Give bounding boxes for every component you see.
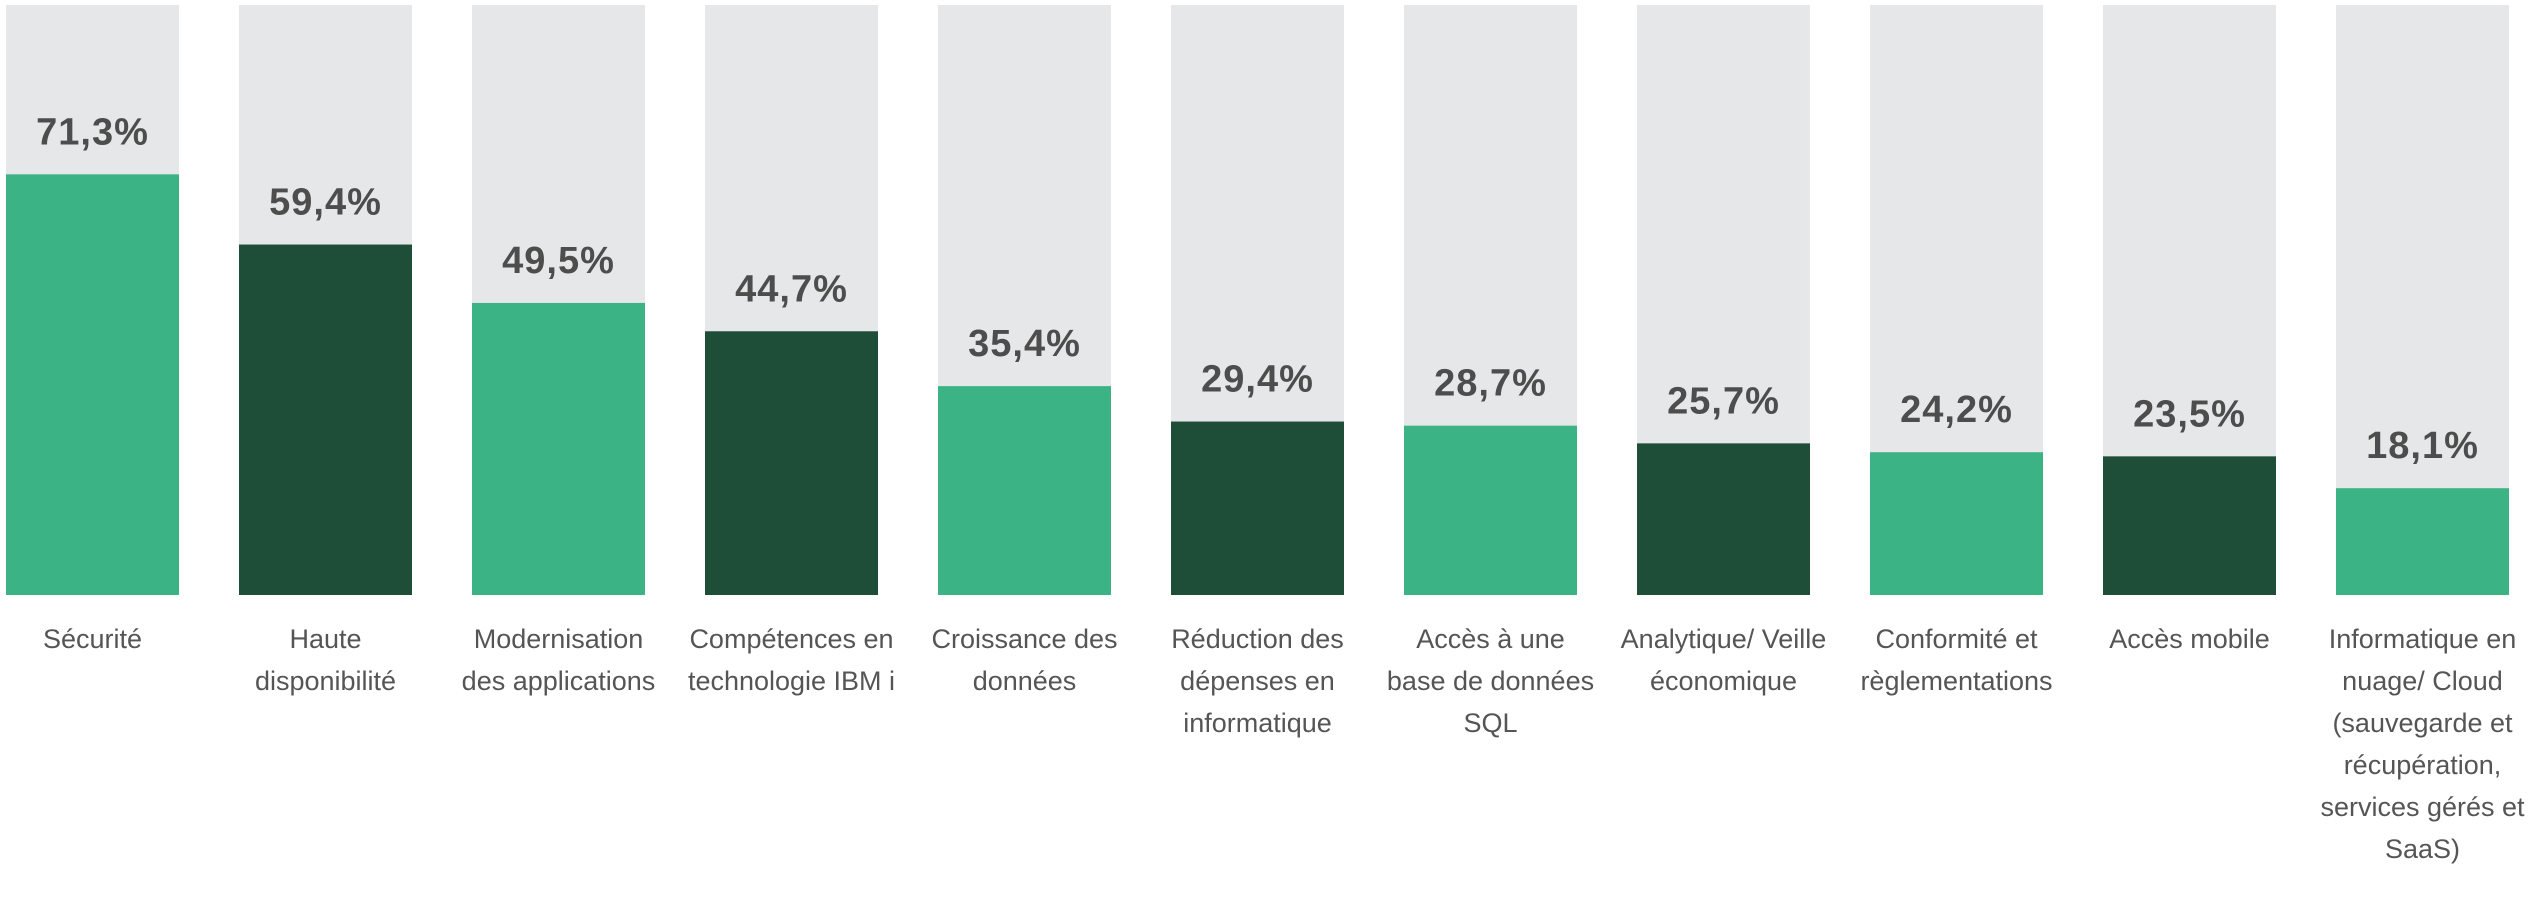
category-label: Compétences en technologie IBM i xyxy=(687,624,896,696)
bar xyxy=(705,331,878,595)
bar xyxy=(1171,421,1344,595)
value-label: 44,7% xyxy=(735,268,848,310)
bar xyxy=(472,302,645,595)
value-label: 59,4% xyxy=(269,182,382,224)
value-label: 35,4% xyxy=(968,323,1081,365)
bar xyxy=(1637,443,1810,595)
category-label: Informatique en nuage/ Cloud (sauvegarde… xyxy=(2320,624,2525,864)
bar xyxy=(239,244,412,596)
bar xyxy=(1870,452,2043,595)
value-label: 25,7% xyxy=(1667,380,1780,422)
category-label: Croissance des données xyxy=(931,624,1118,696)
category-label: Sécurité xyxy=(42,624,143,654)
value-label: 49,5% xyxy=(502,240,615,282)
bar xyxy=(2103,456,2276,595)
value-label: 24,2% xyxy=(1900,389,2013,431)
bar xyxy=(1404,425,1577,595)
category-label: Réduction des dépenses en informatique xyxy=(1171,624,1344,738)
category-label: Accès à une base de données SQL xyxy=(1386,624,1595,738)
bar xyxy=(6,174,179,595)
value-label: 18,1% xyxy=(2366,425,2479,467)
bar xyxy=(2336,488,2509,595)
value-label: 71,3% xyxy=(36,111,149,153)
category-label: Haute disponibilité xyxy=(254,624,397,696)
value-label: 28,7% xyxy=(1434,363,1547,405)
bar xyxy=(938,386,1111,595)
value-label: 23,5% xyxy=(2133,393,2246,435)
category-label: Conformité et règlementations xyxy=(1860,624,2053,696)
value-label: 29,4% xyxy=(1201,359,1314,401)
chart: 71,3% 59,4% 49,5% 44,7% 35,4% 29,4% 28,7% 25,7%… xyxy=(6,5,2509,596)
category-label: Analytique/ Veille économique xyxy=(1620,624,1827,696)
category-label: Modernisation des applications xyxy=(461,624,656,696)
category-label: Accès mobile xyxy=(2109,624,2270,654)
